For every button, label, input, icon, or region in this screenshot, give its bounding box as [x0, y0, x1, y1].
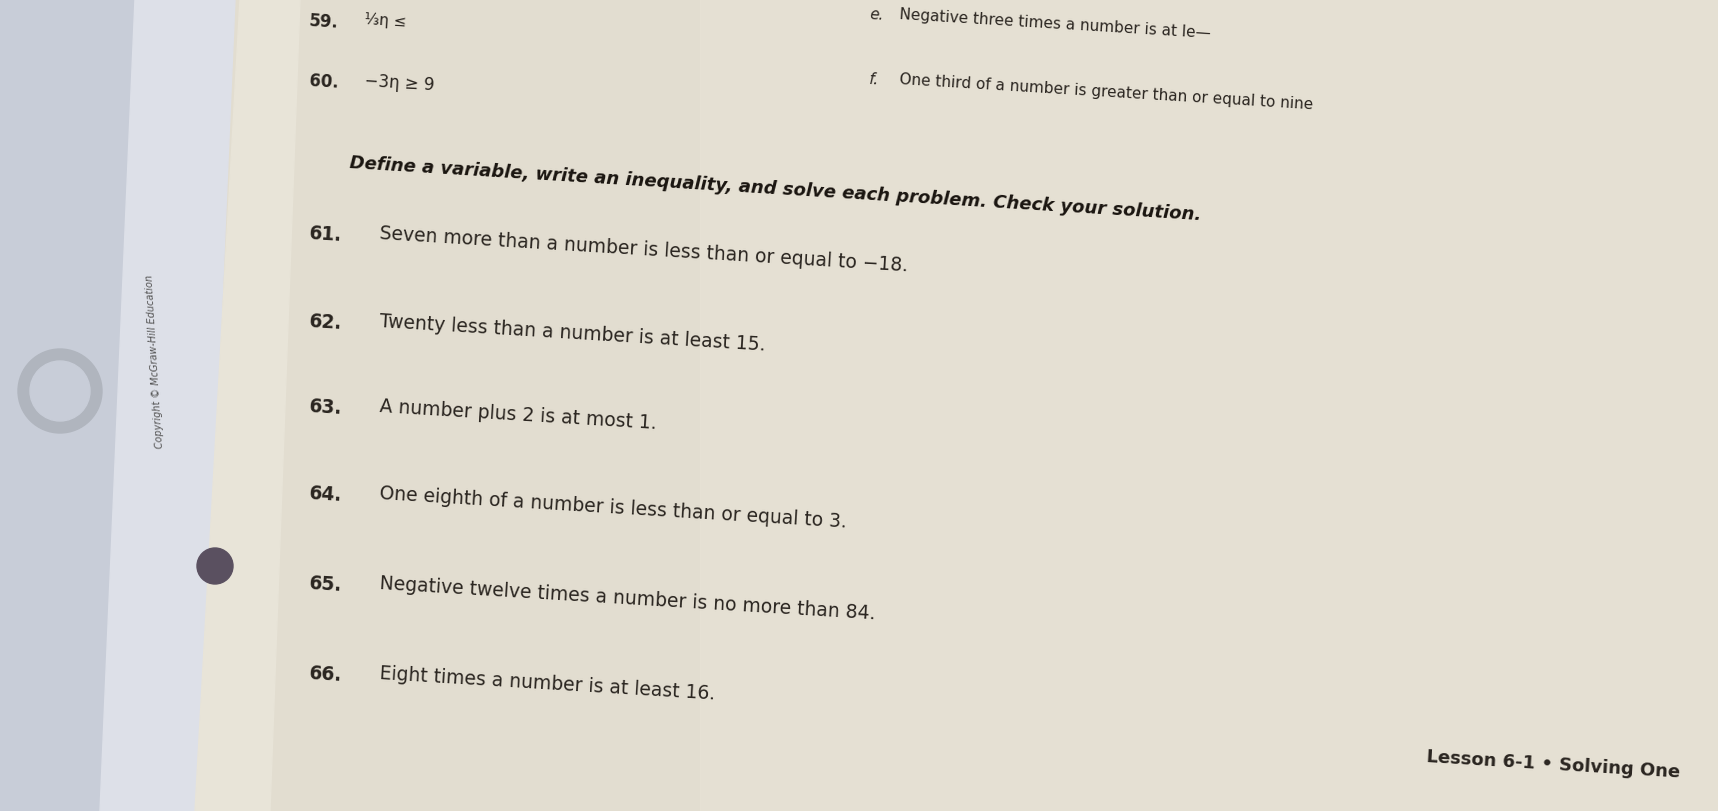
Text: 62.: 62. — [309, 311, 344, 333]
Text: 64.: 64. — [309, 483, 344, 504]
Polygon shape — [699, 0, 1718, 811]
Text: Lesson 6-1 • Solving One: Lesson 6-1 • Solving One — [1426, 748, 1682, 781]
Text: 61.: 61. — [309, 224, 344, 245]
Bar — [0, 0, 270, 811]
Text: Twenty less than a number is at least 15.: Twenty less than a number is at least 15… — [380, 311, 766, 354]
Polygon shape — [196, 0, 1718, 811]
Text: Copyright © McGraw-Hill Education: Copyright © McGraw-Hill Education — [144, 275, 165, 448]
Text: f.: f. — [869, 72, 880, 88]
Text: Seven more than a number is less than or equal to −18.: Seven more than a number is less than or… — [380, 224, 909, 275]
Text: A number plus 2 is at most 1.: A number plus 2 is at most 1. — [380, 397, 656, 432]
Circle shape — [198, 548, 234, 584]
Text: ⅓η ≤: ⅓η ≤ — [364, 12, 407, 29]
Text: One eighth of a number is less than or equal to 3.: One eighth of a number is less than or e… — [380, 483, 847, 531]
Text: Define a variable, write an inequality, and solve each problem. Check your solut: Define a variable, write an inequality, … — [349, 154, 1201, 224]
Text: e.: e. — [869, 7, 885, 23]
Text: −3η ≥ 9: −3η ≥ 9 — [364, 72, 435, 94]
Text: 65.: 65. — [309, 573, 344, 594]
Text: 60.: 60. — [309, 72, 340, 92]
Polygon shape — [100, 0, 235, 811]
Text: One third of a number is greater than or equal to nine: One third of a number is greater than or… — [899, 72, 1314, 112]
Text: 63.: 63. — [309, 397, 344, 418]
Text: 59.: 59. — [309, 12, 340, 32]
Text: Negative three times a number is at le—: Negative three times a number is at le— — [899, 7, 1211, 41]
Polygon shape — [196, 0, 301, 811]
Text: 66.: 66. — [309, 663, 344, 684]
Text: Negative twelve times a number is no more than 84.: Negative twelve times a number is no mor… — [380, 573, 876, 623]
Circle shape — [17, 350, 101, 433]
Text: Eight times a number is at least 16.: Eight times a number is at least 16. — [380, 663, 715, 702]
Circle shape — [29, 362, 89, 422]
